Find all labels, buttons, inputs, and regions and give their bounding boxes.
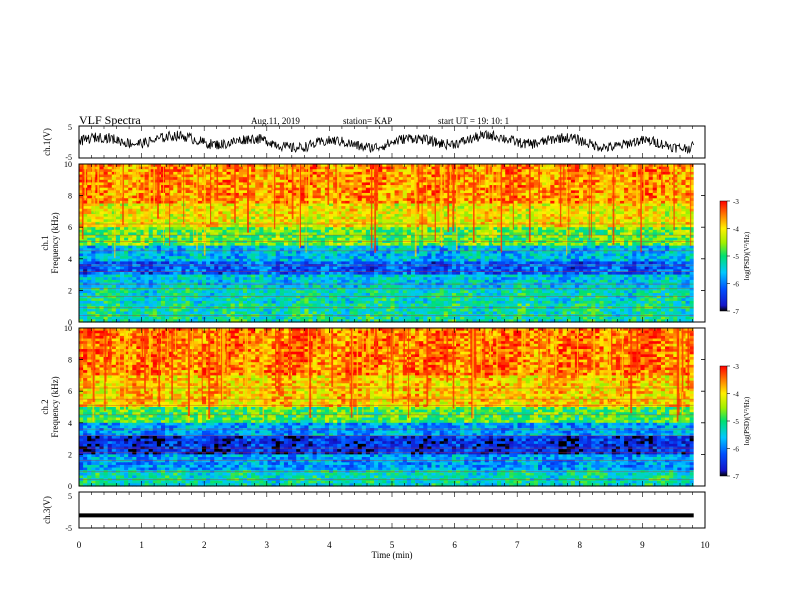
- ch1-ytick-top: 5: [68, 123, 72, 132]
- ch1-waveform-ylabel: ch.1(V): [42, 128, 52, 156]
- vlf-figure: 5 -5 ch.1(V) 0246810 ch.1 Frequency (kHz…: [0, 0, 792, 612]
- ch1-spectrogram-image: [79, 164, 705, 323]
